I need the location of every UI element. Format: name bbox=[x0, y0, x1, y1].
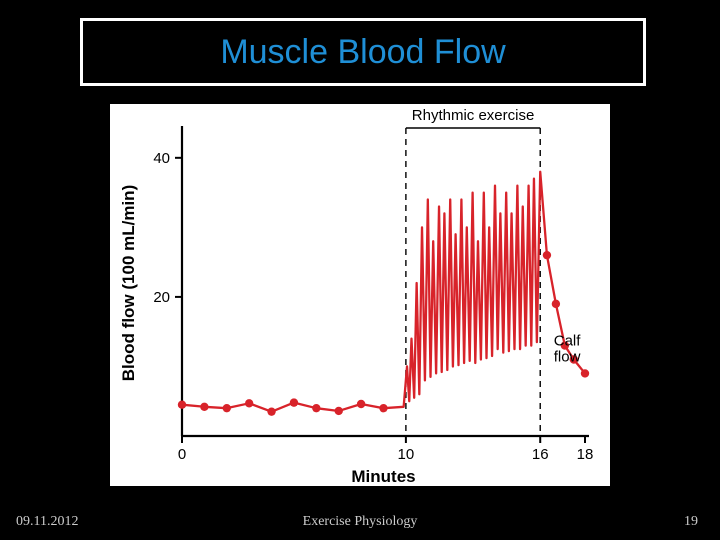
title-text: Muscle Blood Flow bbox=[220, 33, 505, 72]
svg-text:20: 20 bbox=[153, 289, 170, 306]
svg-text:10: 10 bbox=[398, 446, 415, 463]
footer-page: 19 bbox=[684, 514, 698, 530]
svg-text:Calf: Calf bbox=[554, 332, 582, 349]
chart-figure: 20 40 0 10 16 18 Minutes Blood flow (100 mL/min… bbox=[110, 104, 610, 486]
svg-text:Rhythmic exercise: Rhythmic exercise bbox=[412, 107, 535, 124]
svg-text:Minutes: Minutes bbox=[351, 467, 415, 486]
svg-text:flow: flow bbox=[554, 348, 581, 365]
svg-text:Blood flow (100 mL/min): Blood flow (100 mL/min) bbox=[119, 185, 138, 381]
title-container: Muscle Blood Flow bbox=[80, 18, 646, 86]
svg-text:40: 40 bbox=[153, 150, 170, 167]
footer-center: Exercise Physiology bbox=[0, 514, 720, 530]
chart-svg: 20 40 0 10 16 18 Minutes Blood flow (100 mL/min… bbox=[110, 104, 610, 486]
svg-text:18: 18 bbox=[577, 446, 594, 463]
svg-text:16: 16 bbox=[532, 446, 549, 463]
svg-text:0: 0 bbox=[178, 446, 186, 463]
